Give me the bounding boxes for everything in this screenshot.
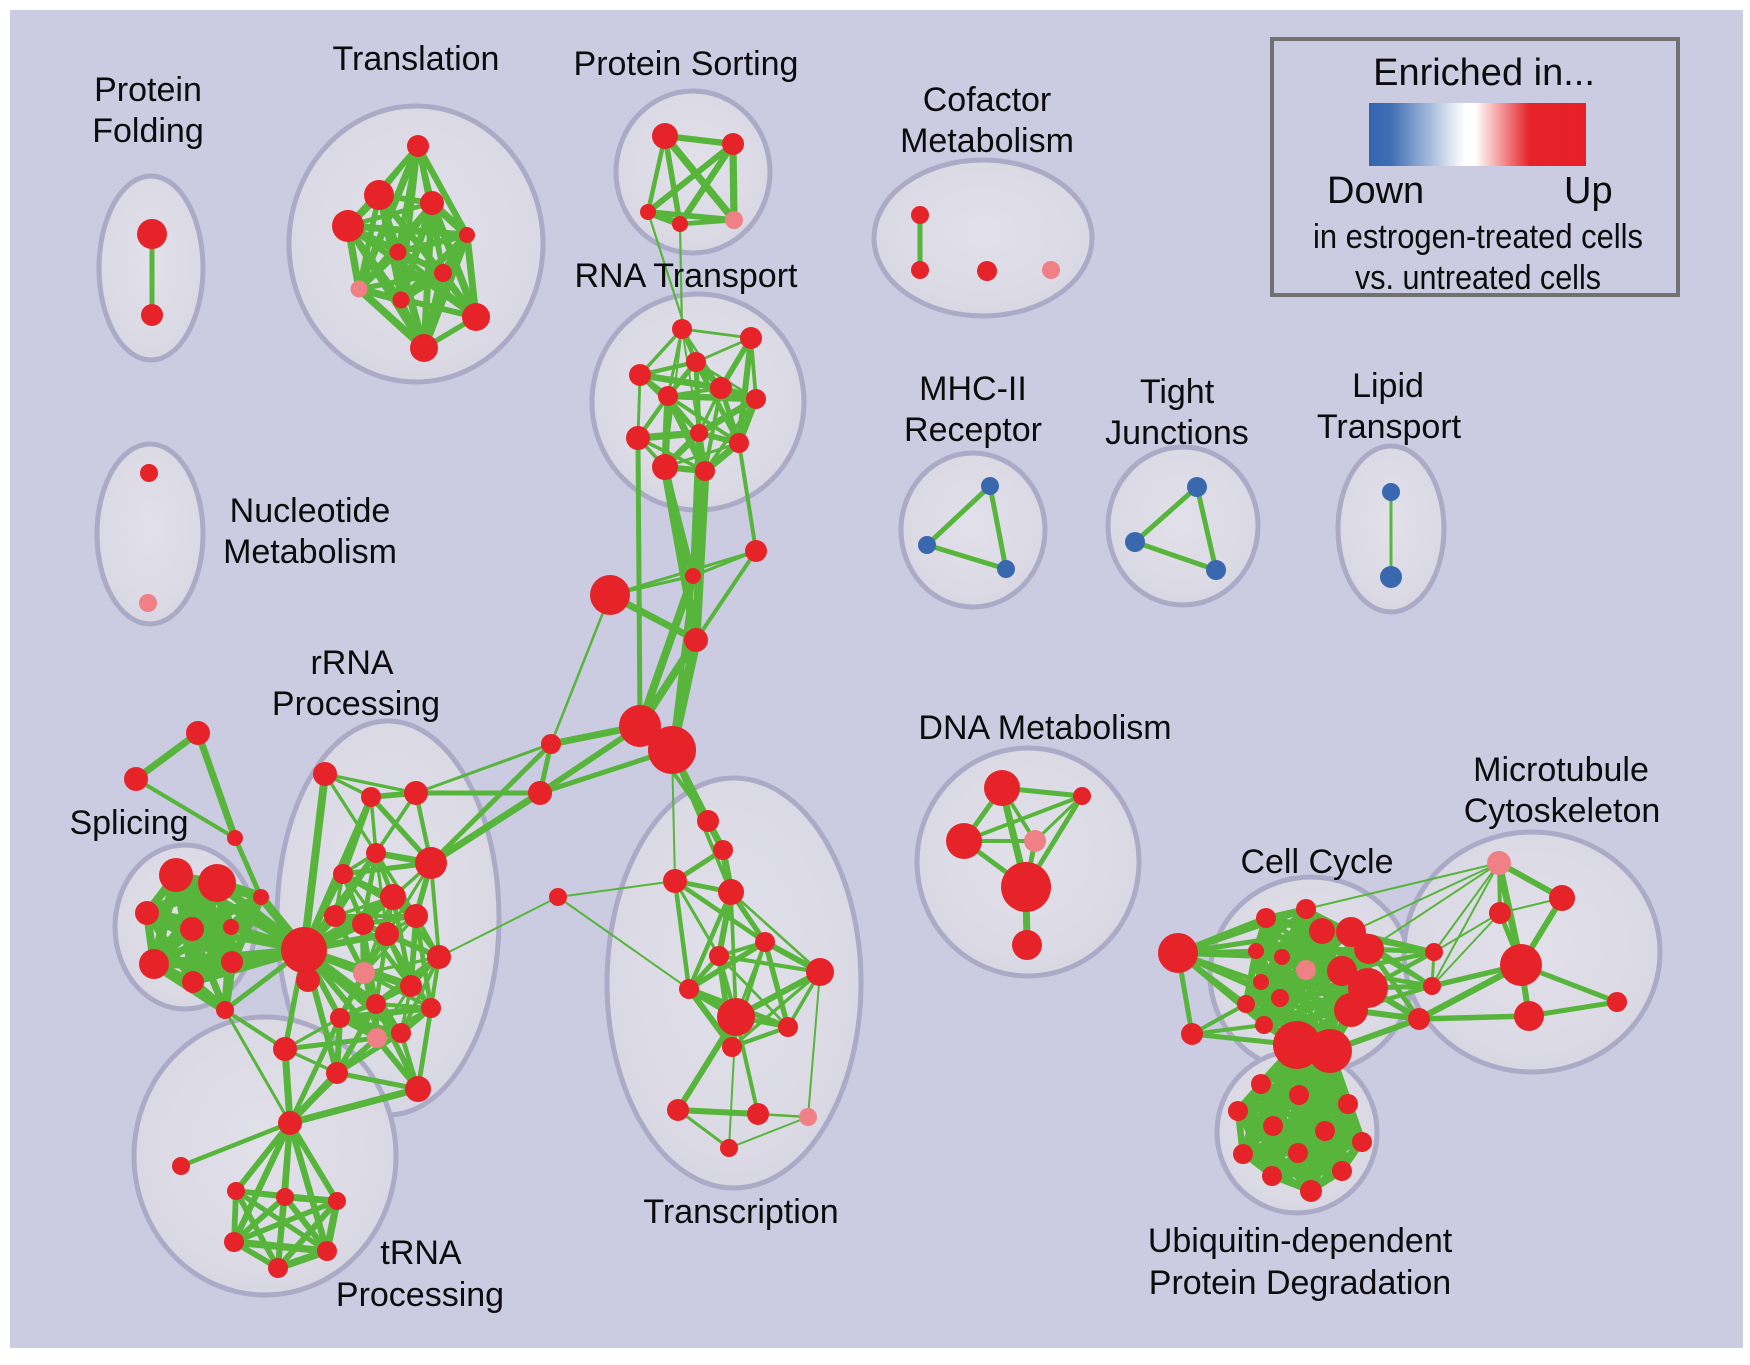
svg-text:Processing: Processing bbox=[336, 1276, 504, 1314]
svg-text:Protein Sorting: Protein Sorting bbox=[574, 45, 799, 83]
svg-text:Junctions: Junctions bbox=[1105, 414, 1249, 452]
svg-text:in estrogen-treated cells: in estrogen-treated cells bbox=[1313, 218, 1643, 256]
svg-text:Folding: Folding bbox=[92, 112, 204, 150]
svg-text:Transcription: Transcription bbox=[643, 1193, 838, 1231]
svg-text:Receptor: Receptor bbox=[904, 411, 1042, 449]
svg-text:Metabolism: Metabolism bbox=[223, 533, 397, 571]
svg-text:Nucleotide: Nucleotide bbox=[230, 492, 391, 530]
svg-text:rRNA: rRNA bbox=[310, 644, 393, 682]
svg-text:Lipid: Lipid bbox=[1352, 367, 1424, 405]
svg-text:Up: Up bbox=[1564, 170, 1613, 212]
svg-text:Cell Cycle: Cell Cycle bbox=[1240, 843, 1393, 881]
svg-text:vs. untreated cells: vs. untreated cells bbox=[1355, 259, 1601, 297]
svg-text:Down: Down bbox=[1327, 170, 1424, 212]
svg-text:Splicing: Splicing bbox=[69, 804, 188, 842]
svg-text:Tight: Tight bbox=[1140, 373, 1215, 411]
svg-text:RNA Transport: RNA Transport bbox=[575, 257, 799, 295]
svg-text:MHC-II: MHC-II bbox=[919, 370, 1027, 408]
svg-text:DNA Metabolism: DNA Metabolism bbox=[918, 709, 1171, 747]
svg-text:Protein Degradation: Protein Degradation bbox=[1149, 1264, 1451, 1302]
svg-text:Protein: Protein bbox=[94, 71, 202, 109]
svg-text:Ubiquitin-dependent: Ubiquitin-dependent bbox=[1148, 1222, 1453, 1260]
svg-text:Translation: Translation bbox=[333, 40, 500, 78]
svg-text:tRNA: tRNA bbox=[380, 1234, 462, 1272]
svg-text:Metabolism: Metabolism bbox=[900, 122, 1074, 160]
svg-text:Processing: Processing bbox=[272, 685, 440, 723]
svg-text:Transport: Transport bbox=[1317, 408, 1462, 446]
svg-text:Cytoskeleton: Cytoskeleton bbox=[1464, 792, 1661, 830]
svg-text:Enriched in...: Enriched in... bbox=[1373, 52, 1595, 94]
svg-text:Cofactor: Cofactor bbox=[923, 81, 1052, 119]
svg-text:Microtubule: Microtubule bbox=[1473, 751, 1649, 789]
